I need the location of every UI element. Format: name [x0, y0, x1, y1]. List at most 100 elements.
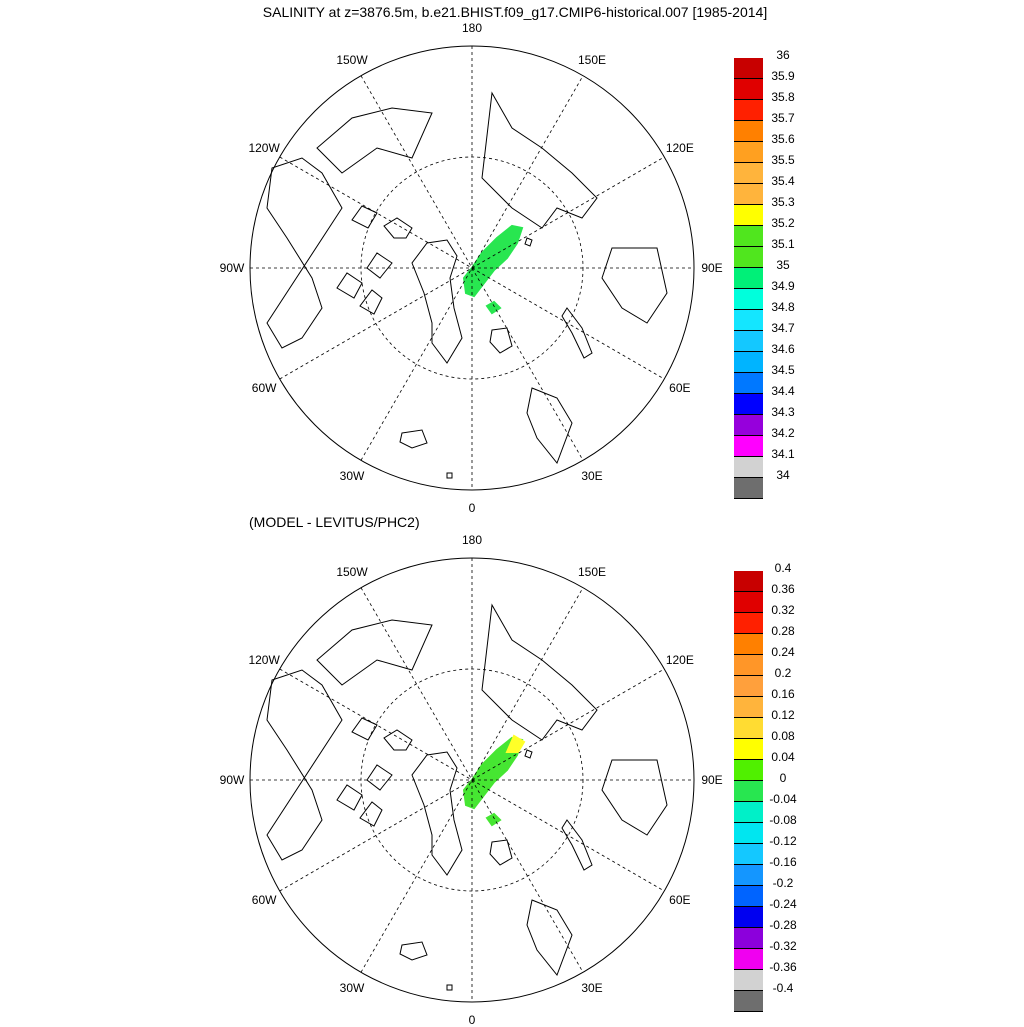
difference-coastline-8: [481, 603, 598, 741]
salinity-colorbar-label: 35.5: [771, 153, 795, 167]
salinity-map-border: [249, 45, 695, 491]
difference-colorbar-box: [734, 676, 763, 697]
difference-colorbar-label: 0.4: [774, 561, 792, 575]
salinity-colorbar-box: [734, 436, 763, 457]
salinity-colorbar-box: [734, 100, 763, 121]
figure-title: SALINITY at z=3876.5m, b.e21.BHIST.f09_g…: [262, 4, 768, 20]
difference-colorbar-box: [734, 886, 763, 907]
salinity-coastline-10: [526, 387, 573, 464]
salinity-meridian-5: [360, 75, 584, 461]
salinity-coastline-1: [383, 217, 413, 239]
salinity-colorbar-label: 35.3: [771, 195, 795, 209]
salinity-colorbar-box: [734, 121, 763, 142]
difference-data-patch-small: [485, 812, 502, 827]
salinity-coastline-9: [601, 247, 668, 324]
difference-colorbar-label: 0.04: [771, 750, 795, 764]
difference-lon-label: 60E: [669, 893, 691, 907]
difference-lon-label: 60W: [251, 893, 277, 907]
difference-polar-map: [249, 557, 695, 1003]
difference-colorbar-box: [734, 571, 763, 592]
salinity-colorbar-label: 34.4: [771, 384, 795, 398]
salinity-coastline-2: [351, 205, 378, 229]
salinity-colorbar-label: 35.7: [771, 111, 795, 125]
salinity-colorbar-box: [734, 478, 763, 499]
salinity-lon-label: 0: [468, 501, 476, 515]
difference-coastline-13: [399, 941, 428, 961]
salinity-colorbar-label: 34.6: [771, 342, 795, 356]
difference-coastline-14: [446, 984, 453, 991]
salinity-coastline-8: [481, 91, 598, 229]
difference-colorbar-box: [734, 613, 763, 634]
difference-coastline-15: [524, 749, 533, 759]
salinity-colorbar-label: 34.9: [771, 279, 795, 293]
difference-coastline-6: [266, 669, 343, 861]
salinity-data-patch-small: [485, 300, 502, 315]
difference-lon-label: 120W: [248, 653, 280, 667]
difference-lon-label: 90E: [701, 773, 723, 787]
salinity-colorbar-box: [734, 268, 763, 289]
difference-colorbar-box: [734, 970, 763, 991]
salinity-colorbar-label: 35.4: [771, 174, 795, 188]
difference-colorbar-label: -0.16: [769, 855, 797, 869]
difference-meridian-5: [360, 587, 584, 973]
difference-lon-label: 0: [468, 1013, 476, 1027]
difference-coastline-2: [351, 717, 378, 741]
salinity-colorbar-box: [734, 58, 763, 79]
salinity-colorbar-label: 35.2: [771, 216, 795, 230]
difference-colorbar-label: 0.2: [774, 666, 792, 680]
difference-colorbar-label: -0.28: [769, 918, 797, 932]
difference-map-border: [249, 557, 695, 1003]
salinity-colorbar-box: [734, 79, 763, 100]
difference-colorbar-box: [734, 592, 763, 613]
salinity-coastline-11: [561, 307, 593, 359]
salinity-colorbar-label: 35.8: [771, 90, 795, 104]
salinity-lon-label: 150W: [336, 53, 368, 68]
salinity-coastline-15: [524, 237, 533, 247]
salinity-colorbar-box: [734, 289, 763, 310]
salinity-colorbar-box: [734, 205, 763, 226]
salinity-colorbar-label: 34: [776, 468, 790, 482]
salinity-lon-label: 30W: [339, 468, 365, 483]
salinity-colorbar-label: 35: [776, 258, 790, 272]
salinity-colorbar-box: [734, 163, 763, 184]
difference-colorbar-label: -0.12: [769, 834, 797, 848]
salinity-lon-label: 30E: [581, 468, 603, 483]
salinity-colorbar-label: 34.8: [771, 300, 795, 314]
difference-colorbar-label: -0.36: [769, 960, 797, 974]
difference-lon-label: 150E: [577, 565, 607, 580]
salinity-colorbar-label: 34.7: [771, 321, 795, 335]
difference-colorbar-label: 0: [779, 771, 787, 785]
salinity-coastline-12: [489, 327, 513, 354]
difference-coastline-12: [489, 839, 513, 866]
difference-colorbar-label: -0.2: [772, 876, 794, 890]
salinity-lon-label: 180: [461, 21, 483, 35]
salinity-colorbar-box: [734, 142, 763, 163]
difference-colorbar-box: [734, 844, 763, 865]
salinity-coastline-14: [446, 472, 453, 479]
salinity-colorbar-label: 35.6: [771, 132, 795, 146]
salinity-lon-label: 120W: [248, 141, 280, 155]
salinity-map-group: [249, 45, 695, 491]
difference-colorbar-label: -0.08: [769, 813, 797, 827]
salinity-colorbar-box: [734, 457, 763, 478]
difference-colorbar-box: [734, 760, 763, 781]
salinity-colorbar-label: 34.5: [771, 363, 795, 377]
salinity-lon-label: 90W: [219, 261, 245, 275]
salinity-colorbar-label: 34.2: [771, 426, 795, 440]
difference-colorbar-label: 0.12: [771, 708, 795, 722]
difference-lon-label: 30W: [339, 980, 365, 995]
salinity-lon-label: 60E: [669, 381, 691, 395]
difference-colorbar-label: 0.36: [771, 582, 795, 596]
salinity-lon-label: 90E: [701, 261, 723, 275]
difference-colorbar-box: [734, 823, 763, 844]
difference-colorbar-label: -0.4: [772, 981, 794, 995]
difference-colorbar-label: -0.04: [769, 792, 797, 806]
difference-data-patch-tip: [505, 734, 526, 753]
salinity-lon-label: 120E: [665, 141, 694, 155]
difference-coastline-5: [359, 801, 383, 827]
salinity-coastline-4: [336, 272, 363, 299]
difference-colorbar-box: [734, 991, 763, 1012]
difference-coastline-10: [526, 899, 573, 976]
salinity-coastline-7: [316, 107, 433, 174]
salinity-colorbar-box: [734, 226, 763, 247]
